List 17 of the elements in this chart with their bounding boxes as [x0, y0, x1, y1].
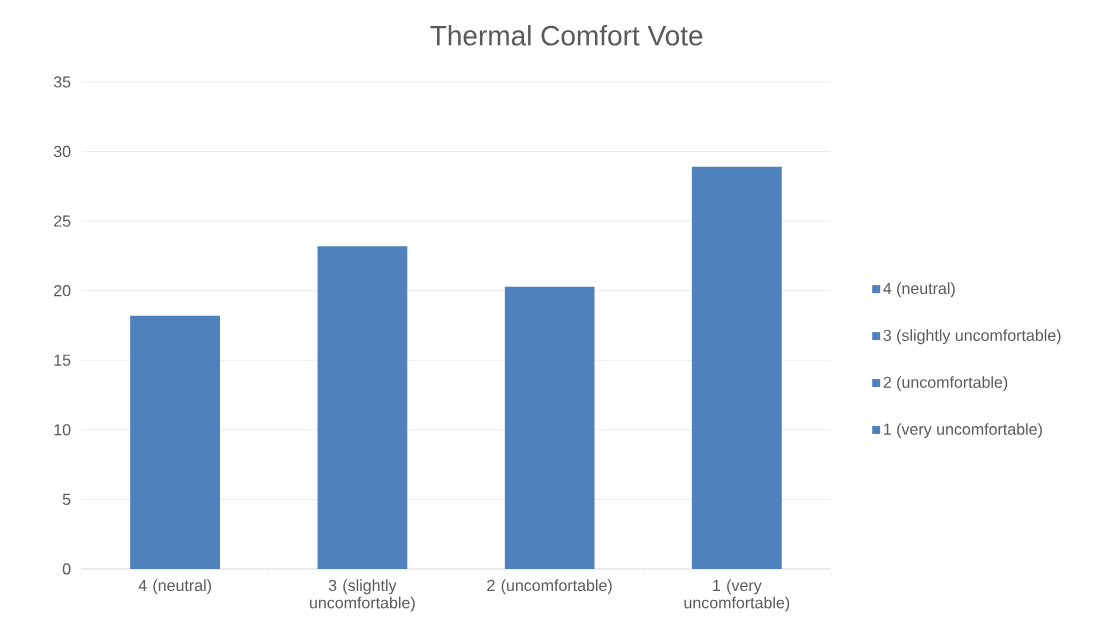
- y-tick-label: 25: [54, 215, 71, 227]
- legend-label: 3 (slightly uncomfortable): [883, 329, 1061, 345]
- y-tick-label: 5: [62, 493, 71, 505]
- legend-label: 1 (very uncomfortable): [884, 423, 1042, 439]
- x-tick-label: 2 (uncomfortable): [487, 579, 612, 595]
- x-tick-label: 1 (very uncomfortable): [684, 579, 790, 612]
- legend-label: 4 (neutral): [883, 282, 955, 298]
- y-tick-label: 0: [62, 563, 71, 575]
- legend-label: 2 (uncomfortable): [883, 376, 1008, 392]
- x-tick-label: 3 (slightly uncomfortable): [310, 579, 415, 612]
- y-tick-label: 10: [54, 424, 71, 436]
- y-tick-label: 30: [53, 145, 71, 158]
- x-tick-label: 4 (neutral): [138, 579, 211, 595]
- y-tick-label: 35: [53, 76, 71, 88]
- y-tick-label: 20: [54, 285, 71, 297]
- chart-title: Thermal Comfort Vote: [430, 25, 703, 46]
- y-tick-label: 15: [54, 354, 71, 366]
